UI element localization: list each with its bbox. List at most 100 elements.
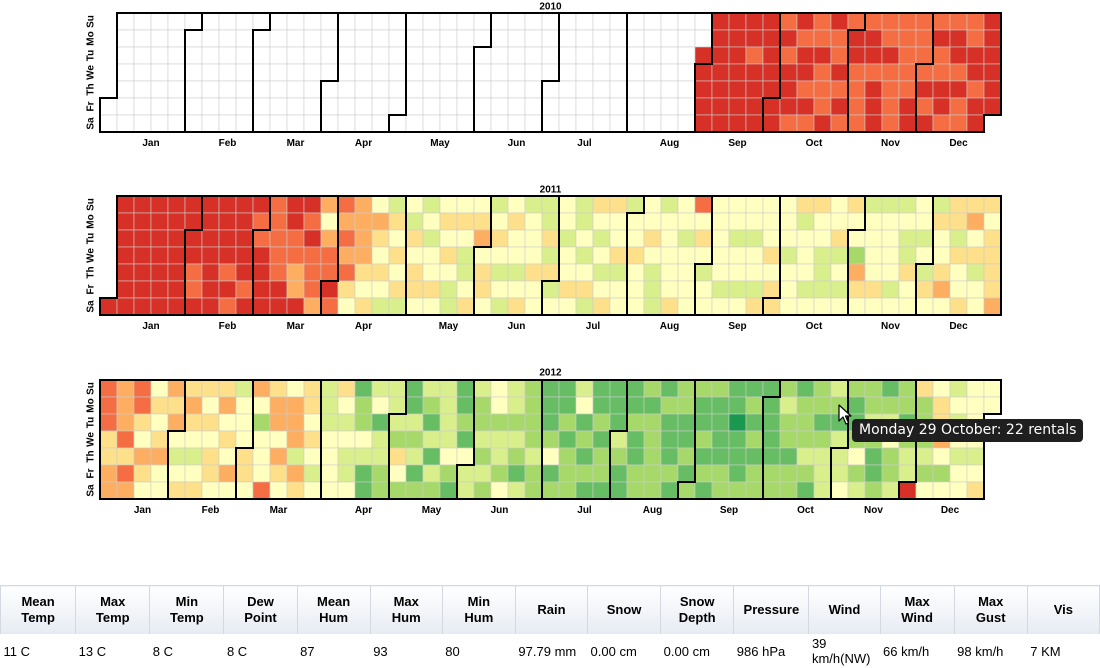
day-cell[interactable]: [983, 80, 1002, 99]
day-cell[interactable]: [405, 29, 424, 48]
day-cell[interactable]: [796, 29, 815, 48]
day-cell[interactable]: [116, 80, 135, 99]
day-cell[interactable]: [320, 481, 339, 500]
day-cell[interactable]: [575, 12, 594, 31]
day-cell[interactable]: [660, 379, 679, 398]
day-cell[interactable]: [235, 280, 254, 299]
day-cell[interactable]: [592, 379, 611, 398]
day-cell[interactable]: [133, 114, 152, 133]
day-cell[interactable]: [286, 481, 305, 500]
day-cell[interactable]: [218, 229, 237, 248]
day-cell[interactable]: [405, 464, 424, 483]
day-cell[interactable]: [388, 46, 407, 65]
day-cell[interactable]: [507, 430, 526, 449]
day-cell[interactable]: [507, 379, 526, 398]
day-cell[interactable]: [643, 97, 662, 116]
day-cell[interactable]: [796, 246, 815, 265]
day-cell[interactable]: [813, 29, 832, 48]
day-cell[interactable]: [694, 97, 713, 116]
day-cell[interactable]: [201, 212, 220, 231]
day-cell[interactable]: [286, 280, 305, 299]
day-cell[interactable]: [677, 114, 696, 133]
day-cell[interactable]: [150, 212, 169, 231]
day-cell[interactable]: [507, 114, 526, 133]
day-cell[interactable]: [320, 280, 339, 299]
day-cell[interactable]: [252, 29, 271, 48]
day-cell[interactable]: [167, 413, 186, 432]
day-cell[interactable]: [660, 80, 679, 99]
day-cell[interactable]: [99, 396, 118, 415]
day-cell[interactable]: [694, 80, 713, 99]
day-cell[interactable]: [813, 114, 832, 133]
day-cell[interactable]: [337, 114, 356, 133]
day-cell[interactable]: [405, 12, 424, 31]
day-cell[interactable]: [133, 246, 152, 265]
day-cell[interactable]: [524, 481, 543, 500]
day-cell[interactable]: [337, 447, 356, 466]
day-cell[interactable]: [677, 195, 696, 214]
day-cell[interactable]: [371, 379, 390, 398]
day-cell[interactable]: [796, 481, 815, 500]
day-cell[interactable]: [966, 229, 985, 248]
day-cell[interactable]: [575, 379, 594, 398]
day-cell[interactable]: [932, 379, 951, 398]
day-cell[interactable]: [813, 212, 832, 231]
day-cell[interactable]: [133, 379, 152, 398]
day-cell[interactable]: [99, 97, 118, 116]
day-cell[interactable]: [881, 212, 900, 231]
day-cell[interactable]: [269, 29, 288, 48]
day-cell[interactable]: [779, 413, 798, 432]
day-cell[interactable]: [983, 212, 1002, 231]
day-cell[interactable]: [388, 464, 407, 483]
day-cell[interactable]: [711, 413, 730, 432]
day-cell[interactable]: [677, 212, 696, 231]
day-cell[interactable]: [660, 396, 679, 415]
day-cell[interactable]: [99, 114, 118, 133]
day-cell[interactable]: [847, 297, 866, 316]
day-cell[interactable]: [235, 447, 254, 466]
day-cell[interactable]: [456, 29, 475, 48]
day-cell[interactable]: [660, 46, 679, 65]
day-cell[interactable]: [371, 195, 390, 214]
day-cell[interactable]: [881, 29, 900, 48]
day-cell[interactable]: [711, 379, 730, 398]
day-cell[interactable]: [235, 464, 254, 483]
day-cell[interactable]: [575, 97, 594, 116]
day-cell[interactable]: [116, 396, 135, 415]
day-cell[interactable]: [626, 413, 645, 432]
day-cell[interactable]: [830, 246, 849, 265]
day-cell[interactable]: [507, 447, 526, 466]
day-cell[interactable]: [609, 447, 628, 466]
day-cell[interactable]: [762, 447, 781, 466]
day-cell[interactable]: [524, 396, 543, 415]
day-cell[interactable]: [422, 29, 441, 48]
day-cell[interactable]: [830, 46, 849, 65]
day-cell[interactable]: [269, 464, 288, 483]
day-cell[interactable]: [847, 263, 866, 282]
day-cell[interactable]: [694, 212, 713, 231]
day-cell[interactable]: [184, 97, 203, 116]
day-cell[interactable]: [167, 447, 186, 466]
day-cell[interactable]: [167, 46, 186, 65]
day-cell[interactable]: [881, 63, 900, 82]
day-cell[interactable]: [966, 280, 985, 299]
day-cell[interactable]: [337, 80, 356, 99]
day-cell[interactable]: [456, 263, 475, 282]
day-cell[interactable]: [847, 29, 866, 48]
day-cell[interactable]: [796, 297, 815, 316]
day-cell[interactable]: [354, 447, 373, 466]
day-cell[interactable]: [745, 464, 764, 483]
day-cell[interactable]: [609, 280, 628, 299]
day-cell[interactable]: [269, 447, 288, 466]
day-cell[interactable]: [473, 464, 492, 483]
day-cell[interactable]: [303, 97, 322, 116]
day-cell[interactable]: [524, 430, 543, 449]
day-cell[interactable]: [116, 12, 135, 31]
day-cell[interactable]: [473, 263, 492, 282]
day-cell[interactable]: [167, 63, 186, 82]
day-cell[interactable]: [609, 263, 628, 282]
day-cell[interactable]: [405, 63, 424, 82]
day-cell[interactable]: [830, 229, 849, 248]
day-cell[interactable]: [711, 97, 730, 116]
day-cell[interactable]: [898, 464, 917, 483]
